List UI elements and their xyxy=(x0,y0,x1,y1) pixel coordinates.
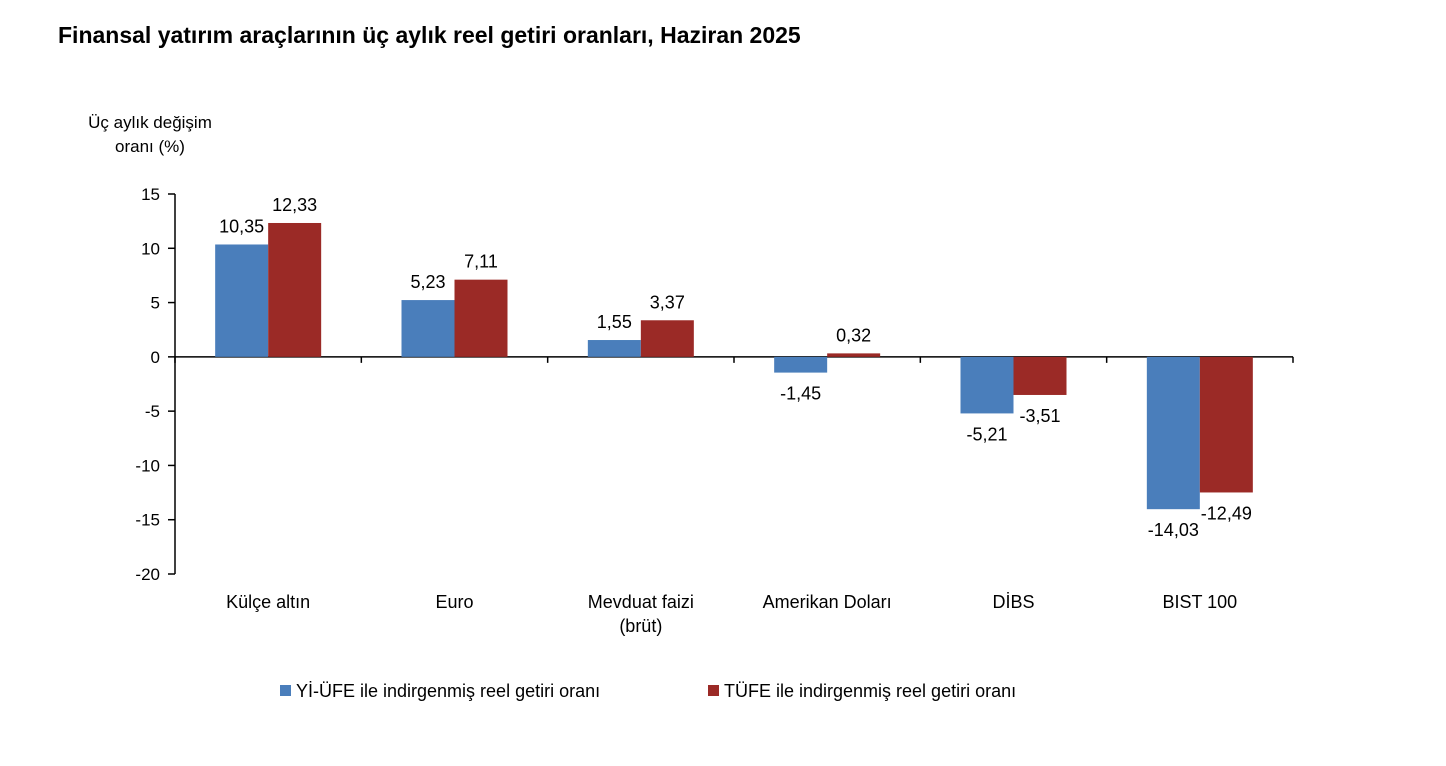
legend: Yİ-ÜFE ile indirgenmiş reel getiri oranı… xyxy=(280,681,1016,701)
bar xyxy=(1013,356,1067,395)
y-tick-label: 15 xyxy=(141,185,160,204)
x-tick-label: BIST 100 xyxy=(1162,592,1237,612)
y-axis-label: oranı (%) xyxy=(115,137,185,156)
data-label: -5,21 xyxy=(966,424,1007,444)
y-tick-label: 5 xyxy=(151,294,160,313)
data-label: 5,23 xyxy=(410,272,445,292)
data-label: -14,03 xyxy=(1148,520,1199,540)
axis-layer: Üç aylık değişim oranı (%) 15 10 5 0 -5 -10 -15 -… xyxy=(88,113,1294,636)
bar xyxy=(640,320,694,357)
bar xyxy=(827,353,881,357)
x-tick-label: Euro xyxy=(435,592,473,612)
y-tick-label: 0 xyxy=(151,348,160,367)
data-label: 10,35 xyxy=(219,216,264,236)
y-tick-label: -10 xyxy=(135,456,160,475)
y-tick-label: -5 xyxy=(145,402,160,421)
data-label: 3,37 xyxy=(650,292,685,312)
bar xyxy=(774,356,828,373)
x-tick-label: Amerikan Doları xyxy=(763,592,892,612)
bar xyxy=(1199,356,1253,493)
data-label: 7,11 xyxy=(464,252,498,272)
data-label: 12,33 xyxy=(272,195,317,215)
y-axis-label: Üç aylık değişim xyxy=(88,113,212,132)
data-label: -3,51 xyxy=(1019,406,1060,426)
bar xyxy=(1146,356,1200,510)
labels-layer: 10,35 12,33 5,23 7,11 1,55 3,37 -1,45 0,32 -5,21… xyxy=(219,195,1252,540)
x-tick-label: DİBS xyxy=(992,592,1034,612)
data-label: 1,55 xyxy=(597,312,632,332)
bar xyxy=(587,340,641,357)
data-label: -1,45 xyxy=(780,384,821,404)
y-tick-label: -20 xyxy=(135,565,160,584)
bar xyxy=(454,279,508,357)
x-tick-label: Mevduat faizi xyxy=(588,592,694,612)
legend-entry: TÜFE ile indirgenmiş reel getiri oranı xyxy=(724,681,1016,701)
legend-entry: Yİ-ÜFE ile indirgenmiş reel getiri oranı xyxy=(296,681,600,701)
x-tick-label: Külçe altın xyxy=(226,592,310,612)
bar xyxy=(401,300,455,357)
bar xyxy=(960,356,1014,414)
chart-title: Finansal yatırım araçlarının üç aylık re… xyxy=(58,22,801,48)
data-label: -12,49 xyxy=(1201,503,1252,523)
legend-swatch xyxy=(280,685,291,696)
bar xyxy=(268,222,322,357)
data-label: 0,32 xyxy=(836,325,871,345)
bar xyxy=(215,244,269,357)
y-tick-label: 10 xyxy=(141,239,160,258)
y-tick-label: -15 xyxy=(135,511,160,530)
legend-swatch xyxy=(708,685,719,696)
x-tick-label: (brüt) xyxy=(619,616,662,636)
bars-layer xyxy=(215,222,1253,510)
